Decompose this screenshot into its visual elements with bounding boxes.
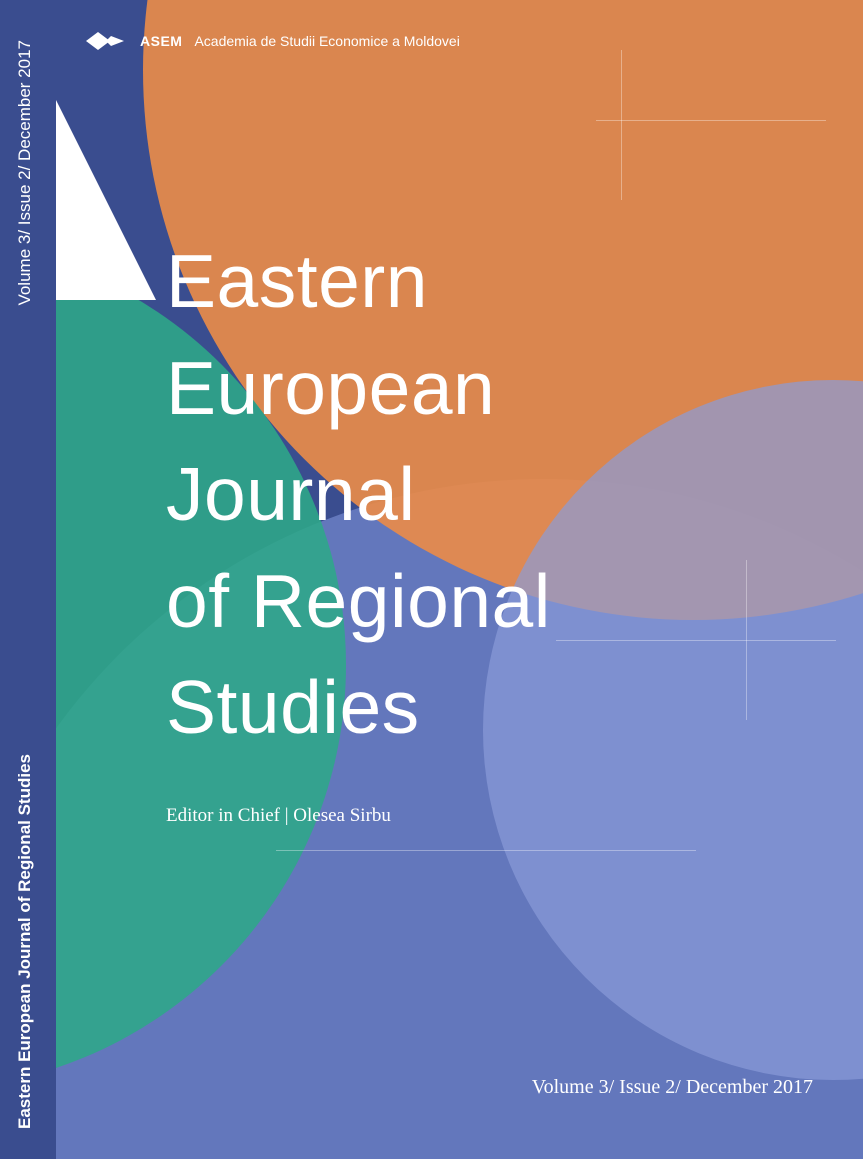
- title-line-5: Studies: [166, 654, 551, 761]
- title-line-1: Eastern: [166, 228, 551, 335]
- decorative-triangle: [56, 100, 156, 300]
- journal-cover: ASEM Academia de Studii Economice a Mold…: [56, 0, 863, 1159]
- issue-info: Volume 3/ Issue 2/ December 2017: [532, 1076, 813, 1099]
- spine-title: Eastern European Journal of Regional Stu…: [15, 754, 35, 1129]
- institution-name: Academia de Studii Economice a Moldovei: [194, 33, 459, 49]
- diamond-logo-icon: [86, 30, 136, 52]
- journal-title: Eastern European Journal of Regional Stu…: [166, 228, 551, 761]
- journal-spine: Eastern European Journal of Regional Stu…: [0, 0, 56, 1159]
- spine-issue: Volume 3/ Issue 2/ December 2017: [15, 40, 35, 306]
- asem-logo: ASEM: [86, 30, 182, 52]
- cover-header: ASEM Academia de Studii Economice a Mold…: [86, 30, 460, 52]
- editor-info: Editor in Chief | Olesea Sirbu: [166, 805, 391, 827]
- title-line-4: of Regional: [166, 548, 551, 655]
- title-line-2: European: [166, 335, 551, 442]
- logo-text: ASEM: [140, 33, 182, 49]
- title-line-3: Journal: [166, 441, 551, 548]
